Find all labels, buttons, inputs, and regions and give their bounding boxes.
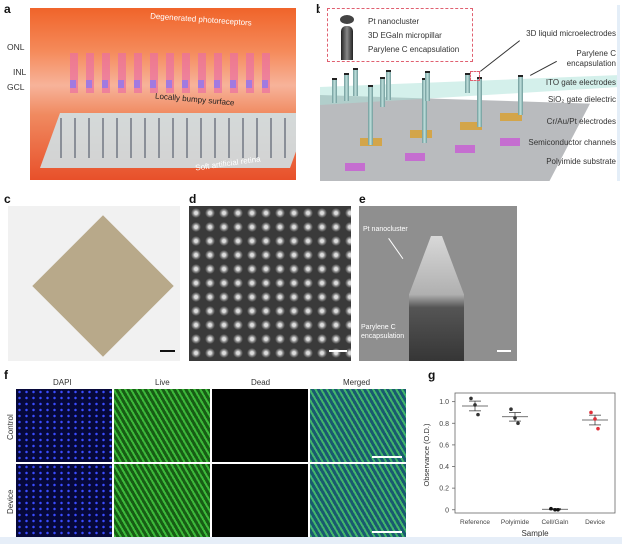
- x-tick-label: Polyimide: [501, 519, 530, 526]
- control-live-image: [114, 389, 210, 462]
- data-point: [469, 396, 473, 401]
- inset-parylene: Parylene C encapsulation: [368, 45, 460, 54]
- data-point: [513, 416, 517, 420]
- bottom-bar: [0, 537, 622, 544]
- data-point: [553, 507, 557, 512]
- y-tick-label: 0.2: [439, 486, 449, 493]
- scale-bar: [329, 350, 347, 352]
- plot-frame: [454, 392, 616, 514]
- inset-pt-nanocluster: Pt nanocluster: [368, 17, 420, 26]
- y-tick-label: 0.8: [439, 421, 449, 428]
- layer-electrodes: Cr/Au/Pt electrodes: [546, 117, 616, 126]
- row-device: Device: [6, 489, 15, 514]
- data-point: [556, 507, 560, 512]
- retina-illustration: [30, 8, 296, 180]
- data-point: [549, 506, 553, 511]
- inset-box: [327, 8, 473, 62]
- device-dapi-image: [16, 464, 112, 537]
- control-merged-image: [310, 389, 406, 462]
- layer-gcl: GCL: [7, 82, 25, 92]
- panel-c-label: c: [4, 192, 11, 206]
- panel-d-label: d: [189, 192, 197, 206]
- data-point: [596, 426, 600, 431]
- scale-bar: [372, 531, 402, 533]
- col-merged: Merged: [343, 378, 371, 387]
- panel-e-label: e: [359, 192, 366, 206]
- layer-onl: ONL: [7, 42, 25, 52]
- device-photo: [8, 206, 180, 361]
- row-control: Control: [6, 414, 15, 440]
- data-point: [593, 417, 597, 421]
- panel-a-label: a: [4, 2, 11, 16]
- inset-egain-micropillar: 3D EGaIn micropillar: [368, 31, 442, 40]
- panel-g-label: g: [428, 368, 436, 382]
- layer-ito: ITO gate electrodes: [545, 78, 616, 87]
- data-point: [473, 403, 477, 407]
- control-dapi-image: [16, 389, 112, 462]
- device-dead-image: [212, 464, 308, 537]
- y-tick-label: 0: [445, 507, 449, 514]
- sem-array-image: [189, 206, 351, 361]
- control-dead-image: [212, 389, 308, 462]
- scale-bar: [372, 456, 402, 458]
- y-axis-label: Observance (O.D.): [422, 423, 431, 486]
- scale-bar: [497, 350, 511, 352]
- zoom-indicator-box: [470, 71, 480, 81]
- layer-parylene: Parylene C encapsulation: [566, 49, 616, 68]
- data-point: [509, 407, 513, 412]
- panel-b-label: b: [316, 2, 323, 16]
- device-live-image: [114, 464, 210, 537]
- layer-polyimide: Polyimide substrate: [546, 157, 616, 166]
- device-merged-image: [310, 464, 406, 537]
- col-dapi: DAPI: [53, 378, 72, 387]
- viability-chart: 0 0.2 0.4 0.6 0.8 1.0 Reference Polyimide Cell/G…: [422, 392, 616, 538]
- layer-inl: INL: [13, 67, 27, 77]
- x-tick-label: Cell/GaIn: [541, 519, 568, 526]
- sem-tip-image: [359, 206, 517, 361]
- col-live: Live: [155, 378, 170, 387]
- y-tick-label: 1.0: [439, 399, 449, 406]
- label-pt-nanocluster: Pt nanocluster: [363, 226, 408, 233]
- data-point: [476, 412, 480, 417]
- x-tick-label: Device: [585, 519, 605, 526]
- data-point: [589, 410, 593, 415]
- y-tick-label: 0.4: [439, 464, 449, 471]
- scale-bar: [160, 350, 175, 352]
- layer-semiconductor: Semiconductor channels: [528, 138, 616, 147]
- data-point: [516, 421, 520, 426]
- label-parylene: Parylene C encapsulation: [361, 324, 405, 340]
- col-dead: Dead: [251, 378, 271, 387]
- x-axis-label: Sample: [521, 529, 549, 538]
- x-tick-label: Reference: [460, 519, 490, 526]
- y-tick-label: 0.6: [439, 442, 449, 449]
- panel-f-label: f: [4, 368, 8, 382]
- layer-liquid-microelectrodes: 3D liquid microelectrodes: [526, 29, 616, 38]
- layer-sio2: SiO₂ gate dielectric: [547, 95, 616, 104]
